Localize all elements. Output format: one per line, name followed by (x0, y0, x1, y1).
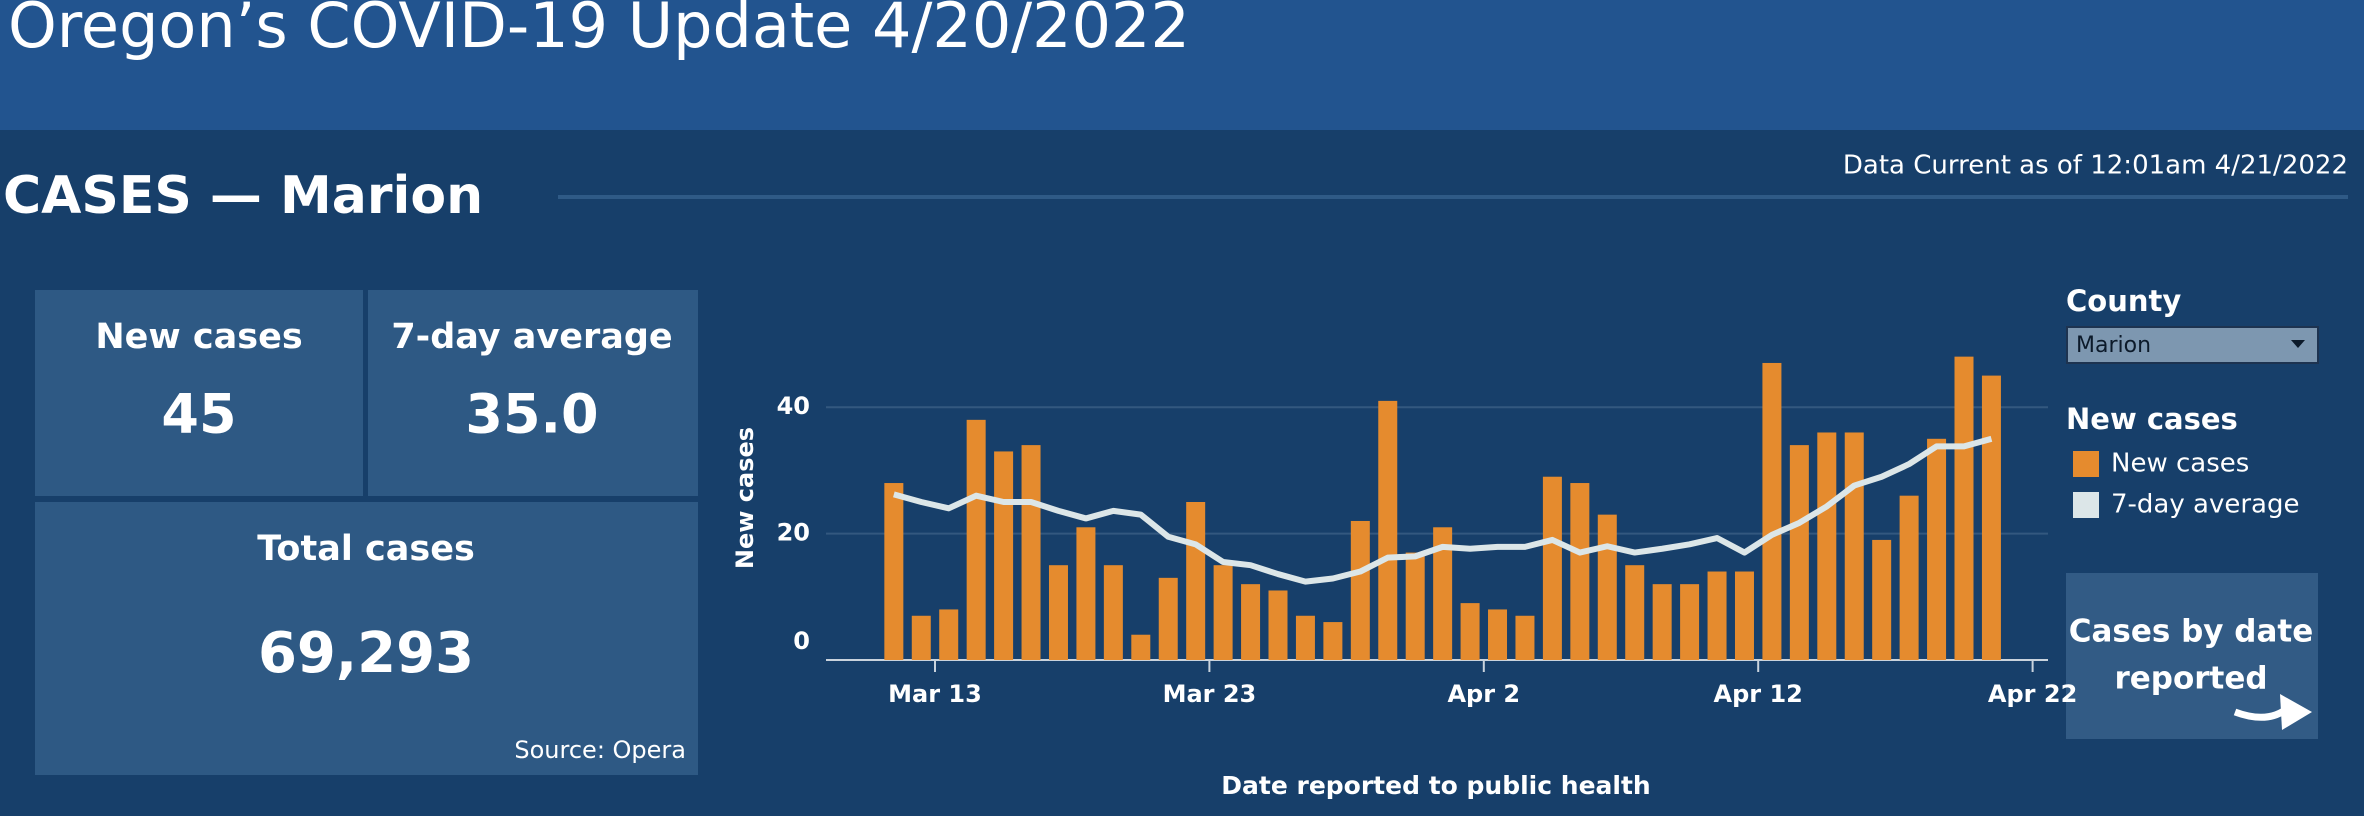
source-note: Source: Opera (514, 736, 686, 764)
button-label[interactable]: Cases by date (2069, 614, 2314, 650)
county-dropdown[interactable]: Marion (2066, 326, 2319, 364)
section-title: CASES — Marion (3, 166, 483, 226)
bar (1899, 495, 1919, 660)
bar (1405, 552, 1425, 660)
bar (1350, 520, 1370, 660)
bar (911, 615, 931, 660)
kpi-box (35, 502, 698, 775)
bar (1268, 590, 1288, 660)
bar (1488, 609, 1508, 660)
legend-swatch (2073, 451, 2099, 477)
bar (939, 609, 959, 660)
bar (1542, 476, 1562, 660)
bar (1597, 514, 1617, 660)
bar (1213, 565, 1233, 660)
kpi-value: 45 (161, 383, 236, 446)
bar (1158, 577, 1178, 660)
bar (1734, 571, 1754, 660)
legend-label: New cases (2111, 449, 2249, 479)
bar (1433, 527, 1453, 660)
kpi-value: 35.0 (465, 383, 598, 446)
x-tick-label: Mar 13 (888, 680, 982, 708)
bar (1954, 356, 1974, 660)
nav-button[interactable]: Cases by date reported (2066, 573, 2318, 739)
bar (1707, 571, 1727, 660)
bar (1186, 502, 1206, 660)
y-tick-label: 40 (777, 392, 810, 420)
bar (1789, 445, 1809, 660)
bar (1981, 375, 2001, 660)
y-tick-label: 20 (777, 519, 810, 547)
bar (1103, 565, 1123, 660)
x-axis-title: Date reported to public health (1221, 771, 1650, 800)
bar (1021, 445, 1041, 660)
bar (1131, 634, 1151, 660)
kpi-box (35, 290, 363, 496)
x-tick-label: Mar 23 (1163, 680, 1257, 708)
bar (1295, 615, 1315, 660)
page-title: Oregon’s COVID-19 Update 4/20/2022 (8, 0, 1190, 62)
legend-title: New cases (2066, 402, 2238, 436)
bar (1817, 432, 1837, 660)
legend-label: 7-day average (2111, 490, 2299, 520)
bar (1625, 565, 1645, 660)
bar (1844, 432, 1864, 660)
dropdown-box[interactable] (2066, 326, 2319, 364)
bar (1872, 539, 1892, 660)
kpi-value: 69,293 (258, 621, 474, 686)
bar (884, 483, 904, 660)
bar (1680, 584, 1700, 660)
y-axis-title: New cases (731, 427, 759, 569)
x-tick-label: Apr 22 (1988, 680, 2077, 708)
kpi-box (368, 290, 698, 496)
bar (1460, 603, 1480, 660)
data-current: Data Current as of 12:01am 4/21/2022 (1843, 151, 2348, 181)
average-line (893, 435, 1993, 585)
x-tick-label: Apr 12 (1714, 680, 1803, 708)
button-label[interactable]: reported (2114, 661, 2267, 697)
bar (1762, 362, 1782, 660)
legend-swatch (2073, 492, 2099, 518)
header-band (0, 0, 2364, 130)
bar (1652, 584, 1672, 660)
x-tick-label: Apr 2 (1447, 680, 1520, 708)
dropdown-value[interactable]: Marion (2076, 333, 2151, 358)
bar (1241, 584, 1261, 660)
bar (966, 419, 986, 660)
y-tick-label: 0 (793, 627, 810, 655)
bar (1076, 527, 1096, 660)
kpi-label: 7-day average (391, 317, 672, 357)
button-arrowhead[interactable] (2280, 694, 2312, 730)
bar (1378, 400, 1398, 660)
bar (1927, 438, 1947, 660)
bar (1048, 565, 1068, 660)
bar (1515, 615, 1535, 660)
kpi-label: Total cases (257, 529, 475, 569)
filter-label: County (2066, 284, 2181, 318)
bar (994, 451, 1014, 660)
kpi-label: New cases (95, 317, 302, 357)
bar (1323, 622, 1343, 660)
bar (1570, 483, 1590, 660)
dropdown-arrow[interactable] (2291, 340, 2305, 348)
